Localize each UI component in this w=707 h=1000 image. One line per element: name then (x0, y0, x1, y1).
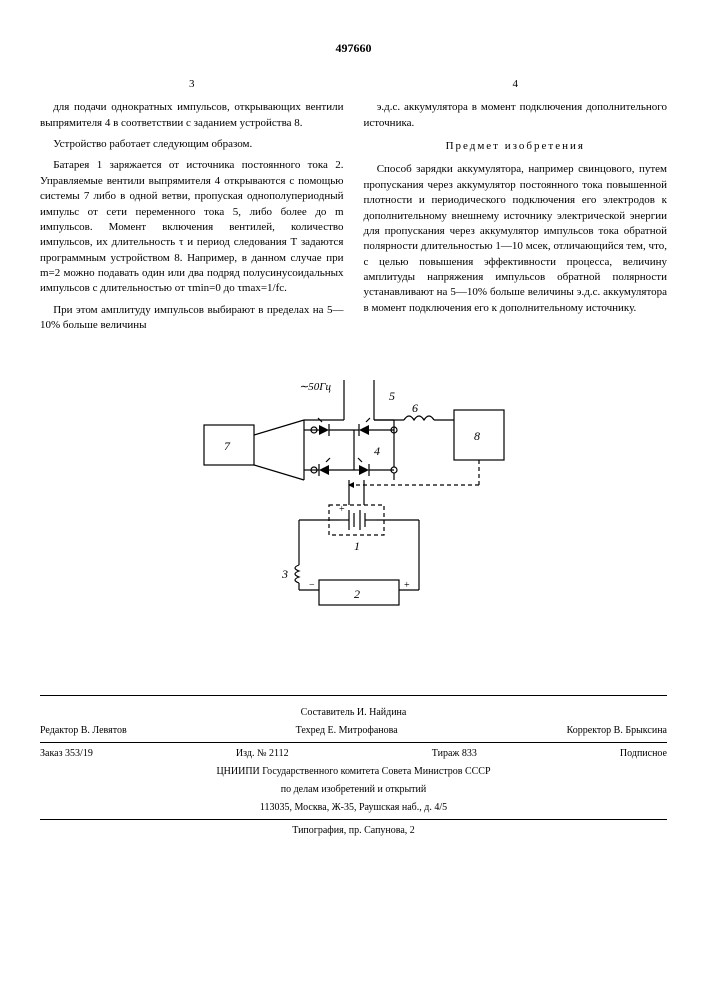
izd: Изд. № 2112 (236, 747, 289, 761)
circuit-diagram: ∼50Гц 5 6 8 7 (194, 370, 514, 630)
svg-text:1: 1 (354, 539, 360, 553)
address: 113035, Москва, Ж-35, Раушская наб., д. … (40, 801, 667, 815)
col-num-right: 4 (364, 77, 668, 92)
org2: по делам изобретений и открытий (40, 783, 667, 797)
compiler: Составитель И. Найдина (40, 706, 667, 720)
order: Заказ 353/19 (40, 747, 93, 761)
svg-text:3: 3 (281, 567, 288, 581)
tirazh: Тираж 833 (432, 747, 477, 761)
right-column: 4 э.д.с. аккумулятора в момент подключен… (364, 77, 668, 340)
para: Батарея 1 заряжается от источника постоя… (40, 158, 344, 297)
para: э.д.с. аккумулятора в момент подключения… (364, 100, 668, 131)
claims-title: Предмет изобретения (364, 139, 668, 154)
footer: Составитель И. Найдина Редактор В. Левят… (40, 695, 667, 838)
podpisnoe: Подписное (620, 747, 667, 761)
col-num-left: 3 (40, 77, 344, 92)
para: Устройство работает следующим образом. (40, 137, 344, 152)
svg-text:∼50Гц: ∼50Гц (299, 381, 331, 393)
svg-text:−: − (309, 580, 315, 591)
patent-number: 497660 (40, 40, 667, 57)
svg-text:5: 5 (389, 389, 395, 403)
typography: Типография, пр. Сапунова, 2 (40, 824, 667, 838)
svg-text:2: 2 (354, 587, 360, 601)
claims-text: Способ зарядки аккумулятора, например св… (364, 162, 668, 316)
svg-text:6: 6 (412, 401, 418, 415)
text-columns: 3 для подачи однократных импульсов, откр… (40, 77, 667, 340)
org1: ЦНИИПИ Государственного комитета Совета … (40, 765, 667, 779)
svg-text:7: 7 (224, 439, 231, 453)
left-column: 3 для подачи однократных импульсов, откр… (40, 77, 344, 340)
para: При этом амплитуду импульсов выбирают в … (40, 303, 344, 334)
diagram-container: ∼50Гц 5 6 8 7 (40, 370, 667, 635)
svg-text:+: + (404, 580, 410, 591)
editor: Редактор В. Левятов (40, 724, 127, 738)
svg-text:8: 8 (474, 429, 480, 443)
corrector: Корректор В. Брыксина (567, 724, 667, 738)
svg-text:4: 4 (374, 444, 380, 458)
para: для подачи однократных импульсов, открыв… (40, 100, 344, 131)
techred: Техред Е. Митрофанова (296, 724, 398, 738)
svg-text:+: + (339, 504, 345, 515)
